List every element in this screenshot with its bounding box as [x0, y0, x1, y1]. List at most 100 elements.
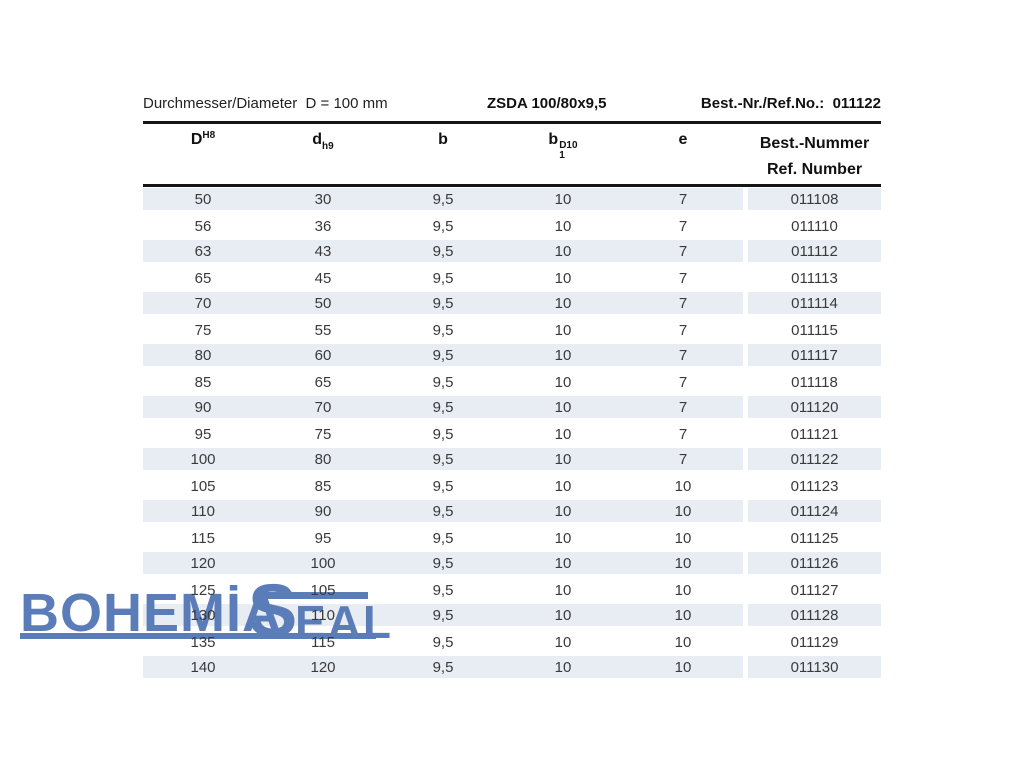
cell-b: 9,5	[432, 425, 454, 443]
cell-e: 7	[623, 291, 743, 317]
cell-d: 115	[311, 633, 335, 651]
cell-b1: 10	[503, 343, 623, 369]
tolerance-H8: H8	[202, 130, 216, 141]
cell-D: 135	[190, 633, 216, 651]
cell-b: 9,5	[432, 477, 454, 495]
bohemia-seal-logo: BOHEMİA S EAL	[18, 569, 398, 658]
table-row: 125 105 9,5 10 10 011127	[143, 577, 881, 603]
logo-letters-eal: EAL	[295, 596, 393, 648]
table-row: 135 115 9,5 10 10 011129	[143, 629, 881, 655]
cell-ref-number: 011118	[791, 373, 838, 391]
datasheet: Durchmesser/Diameter D = 100 mm ZSDA 100…	[143, 94, 881, 681]
datasheet-meta-row: Durchmesser/Diameter D = 100 mm ZSDA 100…	[143, 94, 881, 121]
cell-e: 10	[674, 633, 692, 651]
cell-b: 9,5	[383, 447, 503, 473]
table-row: 110 90 9,5 10 10 011124	[143, 499, 881, 525]
cell-e: 10	[674, 477, 692, 495]
table-row: 50 30 9,5 10 7 011108	[143, 187, 881, 213]
cell-ref-number: 011124	[748, 499, 881, 525]
cell-d: 50	[263, 291, 383, 317]
cell-d: 36	[314, 217, 332, 235]
cell-e: 7	[623, 239, 743, 265]
column-header-D: DH8	[190, 130, 216, 148]
table-row: 56 36 9,5 10 7 011110	[143, 213, 881, 239]
cell-b: 9,5	[383, 551, 503, 577]
cell-d: 105	[310, 581, 336, 599]
logo-s-top-bar	[264, 592, 368, 599]
cell-b1: 10	[503, 551, 623, 577]
cell-D: 140	[143, 655, 263, 681]
cell-d: 90	[263, 499, 383, 525]
table-row: 90 70 9,5 10 7 011120	[143, 395, 881, 421]
table-row: 105 85 9,5 10 10 011123	[143, 473, 881, 499]
table-row: 70 50 9,5 10 7 011114	[143, 291, 881, 317]
cell-ref-number: 011113	[791, 269, 838, 287]
cell-e: 7	[678, 269, 688, 287]
cell-ref-number: 011120	[748, 395, 881, 421]
cell-d: 30	[263, 187, 383, 213]
cell-d: 45	[314, 269, 332, 287]
table-row: 80 60 9,5 10 7 011117	[143, 343, 881, 369]
cell-d: 120	[263, 655, 383, 681]
cell-b1: 10	[554, 269, 572, 287]
cell-d: 60	[263, 343, 383, 369]
cell-d: 43	[263, 239, 383, 265]
cell-b1: 10	[554, 217, 572, 235]
ref-number-label: Best.-Nr./Ref.No.:	[700, 95, 825, 112]
cell-ref-number: 011122	[748, 447, 881, 473]
table-row: 140 120 9,5 10 10 011130	[143, 655, 881, 681]
cell-ref-number: 011110	[791, 217, 838, 235]
diameter-label: Durchmesser/Diameter D = 100 mm	[143, 95, 388, 112]
table-header-rule	[143, 184, 881, 187]
column-header-d: dh9	[312, 131, 334, 152]
logo-underline-bar	[20, 633, 376, 639]
cell-e: 10	[674, 529, 692, 547]
cell-ref-number: 011121	[790, 425, 839, 443]
table-row: 95 75 9,5 10 7 011121	[143, 421, 881, 447]
cell-D: 115	[191, 529, 215, 547]
cell-b: 9,5	[383, 291, 503, 317]
table-body: 50 30 9,5 10 7 011108 56 36 9,5 10 7 011110 63 43 9,5 1…	[143, 187, 881, 681]
table-row: 115 95 9,5 10 10 011125	[143, 525, 881, 551]
cell-ref-number: 011129	[790, 633, 839, 651]
cell-d: 85	[314, 477, 332, 495]
table-row: 100 80 9,5 10 7 011122	[143, 447, 881, 473]
cell-e: 7	[678, 217, 688, 235]
cell-b1: 10	[503, 499, 623, 525]
table-top-rule	[143, 121, 881, 124]
cell-b1: 10	[503, 187, 623, 213]
cell-b1: 10	[503, 603, 623, 629]
table-row: 130 110 9,5 10 10 011128	[143, 603, 881, 629]
cell-b: 9,5	[383, 239, 503, 265]
ref-number-heading: Best.-Nr./Ref.No.: 011122	[701, 95, 881, 112]
cell-b: 9,5	[432, 269, 454, 287]
column-header-b1: b D10 1	[548, 131, 578, 161]
cell-d: 70	[263, 395, 383, 421]
cell-b: 9,5	[383, 603, 503, 629]
cell-D: 120	[143, 551, 263, 577]
cell-e: 7	[623, 395, 743, 421]
column-header-ref-number: Best.-Nummer Ref. Number	[759, 135, 870, 178]
table-row: 65 45 9,5 10 7 011113	[143, 265, 881, 291]
cell-b: 9,5	[383, 395, 503, 421]
cell-ref-number: 011126	[748, 551, 881, 577]
cell-d: 95	[314, 529, 332, 547]
cell-b1: 10	[554, 425, 572, 443]
cell-ref-number: 011114	[748, 291, 881, 317]
cell-b: 9,5	[432, 529, 454, 547]
cell-d: 80	[263, 447, 383, 473]
table-row: 63 43 9,5 10 7 011112	[143, 239, 881, 265]
cell-b: 9,5	[383, 655, 503, 681]
cell-ref-number: 011128	[748, 603, 881, 629]
cell-b: 9,5	[432, 217, 454, 235]
cell-e: 7	[623, 187, 743, 213]
cell-e: 7	[678, 373, 688, 391]
cell-D: 85	[194, 373, 212, 391]
cell-ref-number: 011123	[790, 477, 839, 495]
logo-letter-s: S	[248, 569, 298, 652]
cell-b: 9,5	[432, 633, 454, 651]
cell-b1: 10	[503, 239, 623, 265]
cell-ref-number: 011125	[790, 529, 839, 547]
cell-b1: 10	[503, 291, 623, 317]
tolerance-b1-D10: D10 1	[559, 140, 578, 161]
